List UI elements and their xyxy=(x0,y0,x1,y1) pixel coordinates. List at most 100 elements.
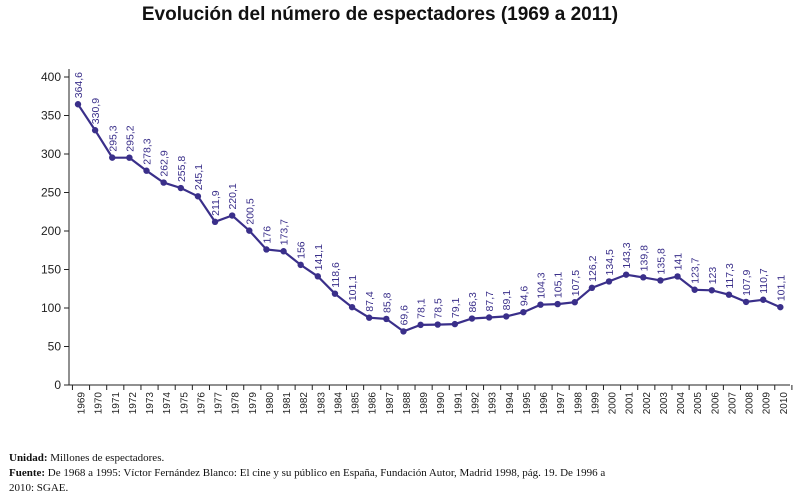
data-label: 107,9 xyxy=(741,269,753,295)
y-tick-label: 50 xyxy=(48,340,62,354)
data-label: 262,9 xyxy=(159,150,171,176)
data-label: 135,8 xyxy=(655,248,667,274)
data-point xyxy=(485,314,493,321)
data-point xyxy=(657,277,664,284)
data-labels: 364,6 330,9 295,3 295,2 278,3 262,9 255,8 245,1… xyxy=(73,72,787,326)
data-point xyxy=(434,321,441,328)
data-label: 245,1 xyxy=(193,164,205,190)
data-label: 141 xyxy=(673,253,685,271)
x-tick-label: 2002 xyxy=(642,392,653,415)
data-label: 364,6 xyxy=(73,72,85,98)
source-note-label: Fuente: xyxy=(9,467,46,479)
y-tick-label: 350 xyxy=(41,109,61,123)
data-label: 143,3 xyxy=(621,242,633,268)
data-label: 173,7 xyxy=(279,219,291,245)
x-tick-label: 1975 xyxy=(179,392,190,415)
series-line xyxy=(77,103,781,333)
y-tick-label: 400 xyxy=(41,70,61,84)
x-tick-label: 1992 xyxy=(470,392,481,415)
data-point xyxy=(760,296,767,303)
x-tick-label: 1979 xyxy=(248,392,259,415)
x-tick-label: 1990 xyxy=(436,392,447,415)
data-label: 123,7 xyxy=(690,257,702,283)
x-tick-label: 2005 xyxy=(693,392,704,415)
x-tick-label: 1982 xyxy=(299,392,310,415)
x-axis-ticks: 1969 1970 1971 1972 1973 1974 1975 1976 1977 1978… xyxy=(71,385,793,415)
data-label: 107,5 xyxy=(570,270,582,296)
data-label: 79,1 xyxy=(450,297,462,318)
x-tick-label: 1974 xyxy=(162,392,173,415)
x-tick-label: 2009 xyxy=(762,392,773,415)
data-label: 104,3 xyxy=(536,272,548,298)
data-label: 89,1 xyxy=(501,290,513,311)
x-tick-label: 2001 xyxy=(625,392,636,415)
data-label: 78,1 xyxy=(416,298,428,319)
data-point xyxy=(126,154,133,161)
data-point xyxy=(451,320,459,328)
data-label: 87,4 xyxy=(364,291,376,312)
source-note: Fuente: De 1968 a 1995: Víctor Fernández… xyxy=(9,466,609,496)
x-tick-label: 2006 xyxy=(710,392,721,415)
data-label: 69,6 xyxy=(398,305,410,326)
data-label: 278,3 xyxy=(142,138,154,164)
x-tick-label: 1994 xyxy=(505,392,516,415)
data-point xyxy=(366,314,373,321)
data-label: 295,2 xyxy=(124,125,136,151)
data-point xyxy=(331,290,339,297)
data-point xyxy=(143,167,150,174)
data-label: 220,1 xyxy=(227,183,239,209)
x-tick-label: 1999 xyxy=(590,392,601,415)
unit-note: Unidad: Millones de espectadores. xyxy=(9,451,609,466)
y-tick-label: 100 xyxy=(41,301,61,315)
data-point xyxy=(74,101,82,108)
data-point xyxy=(263,246,270,253)
x-tick-label: 1973 xyxy=(145,392,156,415)
data-label: 101,1 xyxy=(775,275,787,301)
x-tick-label: 2003 xyxy=(659,392,670,415)
x-tick-label: 1980 xyxy=(265,392,276,415)
data-point xyxy=(297,261,304,269)
data-point xyxy=(640,274,647,281)
x-tick-label: 1986 xyxy=(368,392,379,415)
data-point xyxy=(503,313,510,320)
data-point xyxy=(211,218,219,226)
x-tick-label: 1996 xyxy=(539,392,550,415)
data-label: 85,8 xyxy=(381,292,393,313)
x-tick-label: 2008 xyxy=(745,392,756,415)
data-label: 101,1 xyxy=(347,275,359,301)
x-tick-label: 1991 xyxy=(453,392,464,415)
data-point xyxy=(348,303,356,311)
x-tick-label: 2004 xyxy=(676,392,687,415)
x-tick-label: 1989 xyxy=(419,392,430,415)
data-point xyxy=(228,212,236,219)
x-tick-label: 2007 xyxy=(727,392,738,415)
data-label: 78,5 xyxy=(433,298,445,319)
data-points xyxy=(74,101,784,335)
data-point xyxy=(383,315,390,323)
data-label: 110,7 xyxy=(758,268,770,294)
data-label: 126,2 xyxy=(587,255,599,281)
y-tick-label: 300 xyxy=(41,147,61,161)
x-tick-label: 1972 xyxy=(128,392,139,415)
data-point xyxy=(691,286,698,293)
x-tick-label: 2000 xyxy=(608,392,619,415)
data-point xyxy=(520,308,527,316)
data-label: 117,3 xyxy=(724,263,736,289)
data-point xyxy=(468,315,476,322)
data-point xyxy=(571,299,578,306)
data-point xyxy=(554,300,561,308)
data-label: 211,9 xyxy=(210,190,222,216)
data-label: 86,3 xyxy=(467,292,479,313)
x-tick-label: 1971 xyxy=(111,392,122,415)
data-label: 87,7 xyxy=(484,291,496,312)
data-label: 139,8 xyxy=(638,245,650,271)
data-point xyxy=(109,154,116,161)
data-point xyxy=(280,248,287,255)
data-label: 200,5 xyxy=(244,198,256,224)
data-label: 141,1 xyxy=(313,244,325,270)
data-point xyxy=(742,298,750,306)
data-point xyxy=(674,273,681,280)
data-point xyxy=(177,184,184,192)
x-tick-label: 2010 xyxy=(779,392,790,415)
